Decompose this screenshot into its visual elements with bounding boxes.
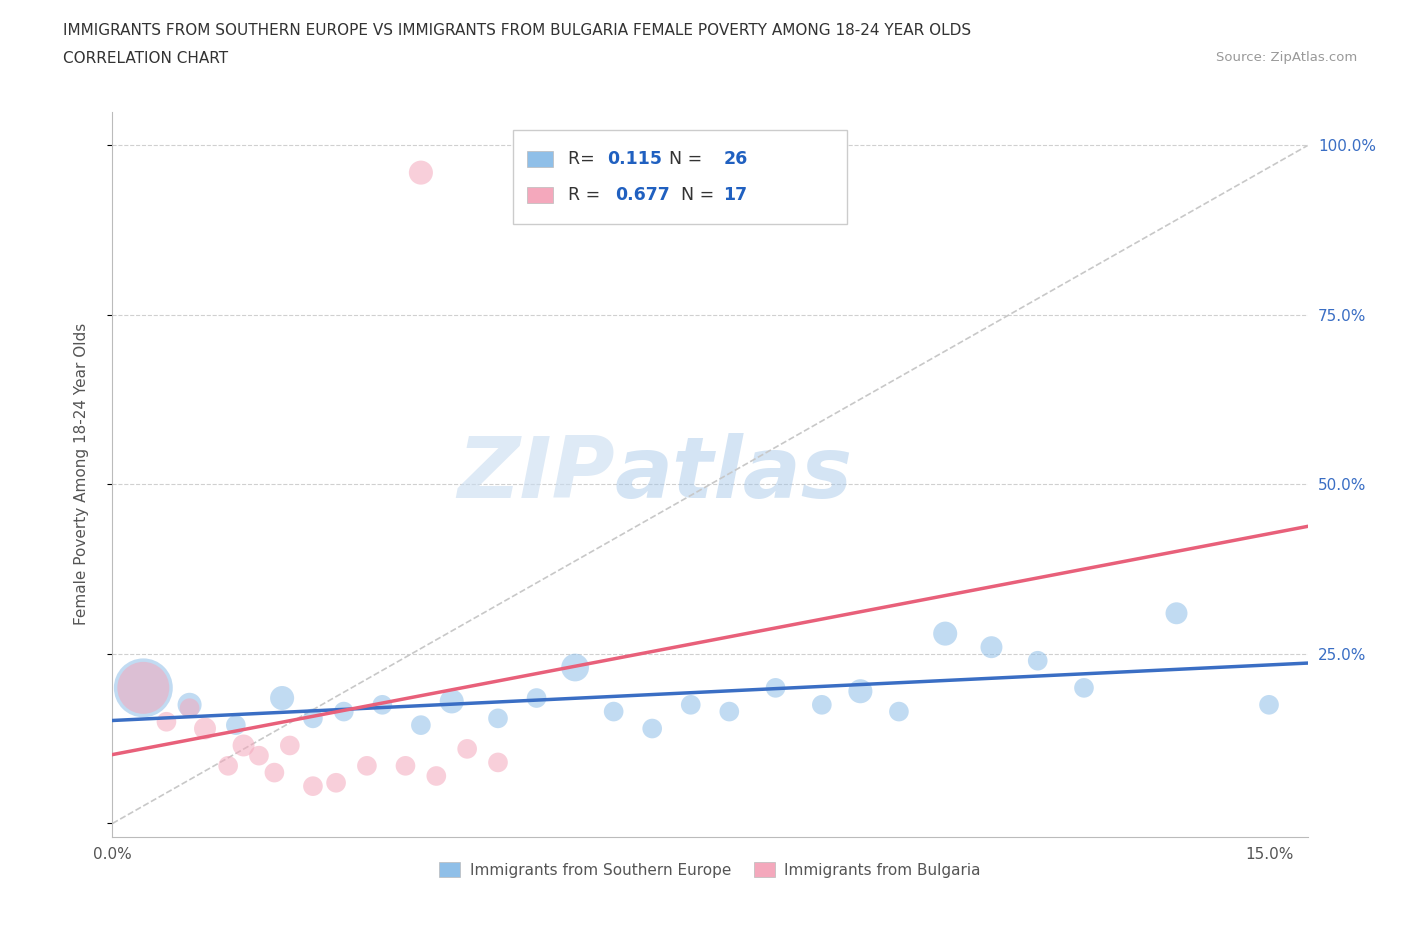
Text: N =: N =	[682, 186, 720, 204]
Point	[641, 721, 664, 736]
Point	[371, 698, 394, 712]
Text: 0.677: 0.677	[616, 186, 671, 204]
Text: atlas: atlas	[614, 432, 852, 516]
Point	[811, 698, 834, 712]
Point	[179, 698, 201, 712]
Text: 26: 26	[723, 150, 748, 167]
Point	[194, 721, 217, 736]
Point	[302, 711, 325, 725]
Point	[679, 698, 702, 712]
Point	[232, 738, 254, 753]
Text: ZIP: ZIP	[457, 432, 614, 516]
Point	[425, 768, 447, 783]
Point	[1166, 605, 1188, 620]
Point	[887, 704, 910, 719]
Point	[1258, 698, 1281, 712]
Point	[409, 718, 432, 733]
Point	[765, 681, 787, 696]
Point	[602, 704, 624, 719]
Point	[486, 711, 509, 725]
FancyBboxPatch shape	[527, 187, 554, 203]
Point	[271, 691, 294, 706]
Point	[486, 755, 509, 770]
Point	[278, 738, 301, 753]
Point	[225, 718, 247, 733]
Point	[356, 758, 378, 773]
Point	[132, 681, 155, 696]
Point	[409, 166, 432, 180]
Point	[179, 700, 201, 715]
Point	[394, 758, 416, 773]
Text: Source: ZipAtlas.com: Source: ZipAtlas.com	[1216, 51, 1357, 64]
Point	[526, 691, 548, 706]
Text: N =: N =	[669, 150, 709, 167]
Text: R =: R =	[568, 186, 606, 204]
Point	[849, 684, 872, 698]
Point	[155, 714, 177, 729]
Text: 0.115: 0.115	[607, 150, 662, 167]
Point	[263, 765, 285, 780]
Y-axis label: Female Poverty Among 18-24 Year Olds: Female Poverty Among 18-24 Year Olds	[75, 324, 89, 626]
Point	[1073, 681, 1095, 696]
Point	[325, 776, 347, 790]
Text: 17: 17	[723, 186, 748, 204]
FancyBboxPatch shape	[513, 130, 848, 224]
Point	[1026, 653, 1049, 668]
Point	[247, 749, 270, 764]
Point	[934, 626, 956, 641]
Text: R=: R=	[568, 150, 600, 167]
Point	[456, 741, 478, 756]
Text: CORRELATION CHART: CORRELATION CHART	[63, 51, 228, 66]
Point	[333, 704, 356, 719]
Text: IMMIGRANTS FROM SOUTHERN EUROPE VS IMMIGRANTS FROM BULGARIA FEMALE POVERTY AMONG: IMMIGRANTS FROM SOUTHERN EUROPE VS IMMIG…	[63, 23, 972, 38]
Point	[718, 704, 741, 719]
Point	[564, 660, 586, 675]
Legend: Immigrants from Southern Europe, Immigrants from Bulgaria: Immigrants from Southern Europe, Immigra…	[433, 856, 987, 884]
Point	[440, 694, 463, 709]
Point	[980, 640, 1002, 655]
Point	[132, 681, 155, 696]
FancyBboxPatch shape	[527, 151, 554, 166]
Point	[302, 778, 325, 793]
Point	[217, 758, 239, 773]
